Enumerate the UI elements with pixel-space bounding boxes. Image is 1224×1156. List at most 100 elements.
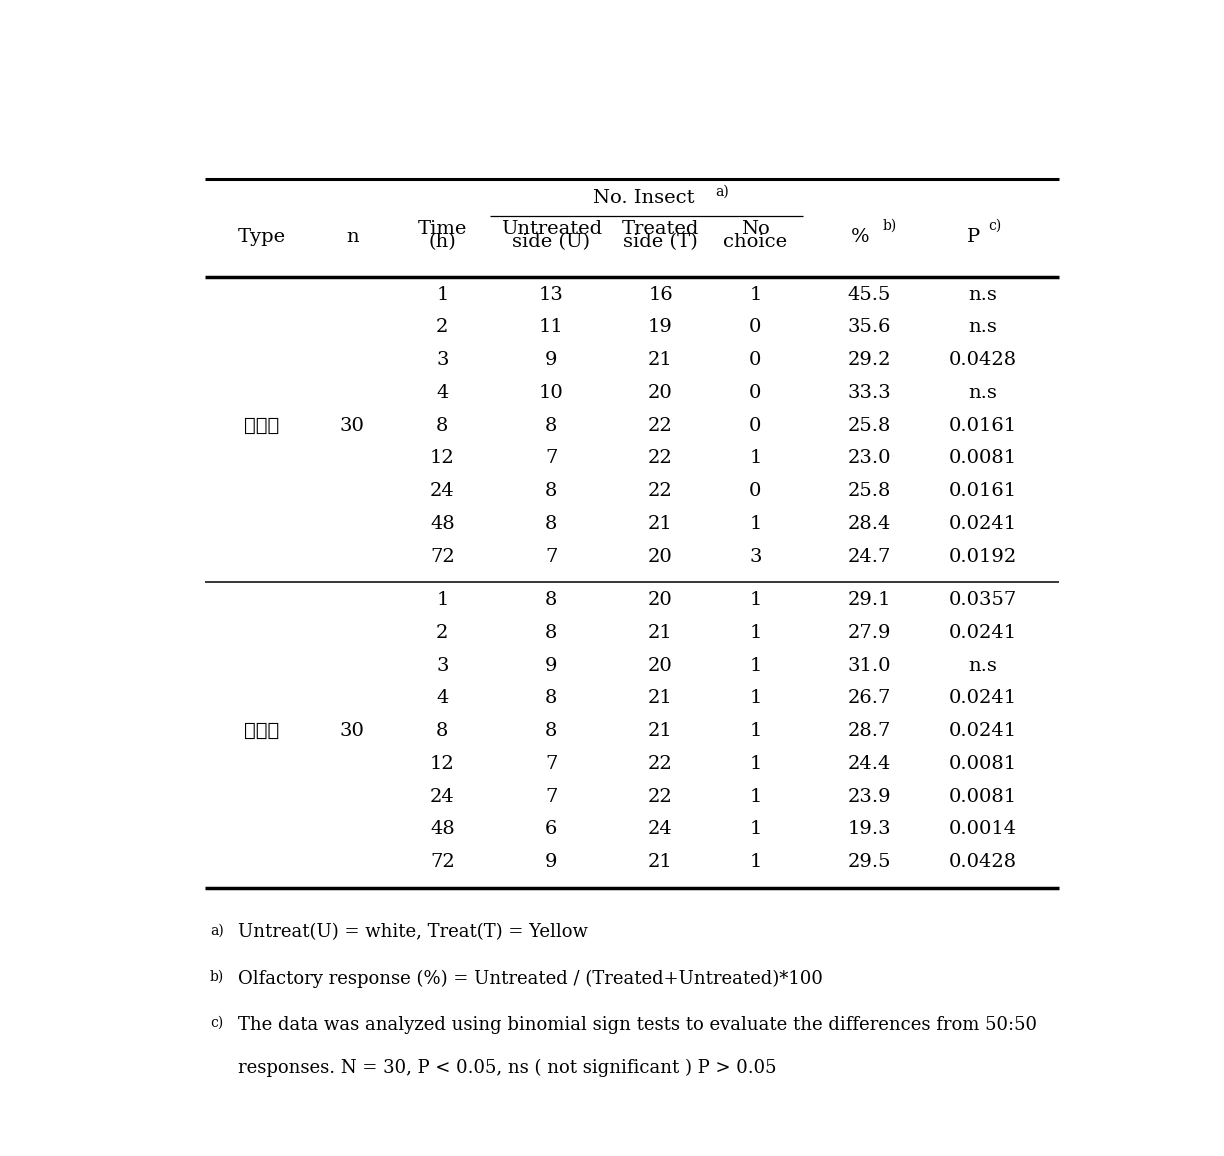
Text: The data was analyzed using binomial sign tests to evaluate the differences from: The data was analyzed using binomial sig…	[239, 1016, 1038, 1033]
Text: 48: 48	[430, 516, 454, 533]
Text: Olfactory response (%) = Untreated / (Treated+Untreated)*100: Olfactory response (%) = Untreated / (Tr…	[239, 970, 824, 988]
Text: 8: 8	[436, 722, 448, 740]
Text: 24: 24	[649, 821, 673, 838]
Text: 4: 4	[436, 689, 448, 707]
Text: 1: 1	[436, 591, 448, 609]
Text: Treated: Treated	[622, 220, 699, 238]
Text: 0.0357: 0.0357	[949, 591, 1017, 609]
Text: Type: Type	[237, 228, 286, 245]
Text: 20: 20	[649, 591, 673, 609]
Text: b): b)	[211, 970, 224, 984]
Text: 4: 4	[436, 384, 448, 402]
Text: 16: 16	[649, 286, 673, 304]
Text: 9: 9	[545, 351, 558, 369]
Text: 8: 8	[545, 689, 558, 707]
Text: 0.0241: 0.0241	[949, 624, 1017, 642]
Text: 3: 3	[436, 657, 448, 675]
Text: 0.0241: 0.0241	[949, 516, 1017, 533]
Text: 9: 9	[545, 657, 558, 675]
Text: 30: 30	[340, 416, 365, 435]
Text: 24.4: 24.4	[847, 755, 891, 773]
Text: choice: choice	[723, 234, 787, 251]
Text: 29.5: 29.5	[847, 853, 891, 872]
Text: a): a)	[211, 924, 224, 938]
Text: 0.0428: 0.0428	[949, 351, 1017, 369]
Text: 0.0161: 0.0161	[949, 416, 1017, 435]
Text: 1: 1	[749, 657, 761, 675]
Text: side (U): side (U)	[513, 234, 590, 251]
Text: n.s: n.s	[968, 657, 998, 675]
Text: 2: 2	[436, 624, 448, 642]
Text: 33.3: 33.3	[847, 384, 891, 402]
Text: 30: 30	[340, 722, 365, 740]
Text: 72: 72	[430, 548, 454, 565]
Text: 1: 1	[749, 516, 761, 533]
Text: 0.0241: 0.0241	[949, 689, 1017, 707]
Text: 20: 20	[649, 657, 673, 675]
Text: n.s: n.s	[968, 318, 998, 336]
Text: 11: 11	[539, 318, 564, 336]
Text: 21: 21	[649, 853, 673, 872]
Text: 1: 1	[749, 286, 761, 304]
Text: n.s: n.s	[968, 384, 998, 402]
Text: 23.0: 23.0	[847, 450, 891, 467]
Text: 27.9: 27.9	[847, 624, 891, 642]
Text: 1: 1	[749, 821, 761, 838]
Text: 1: 1	[749, 591, 761, 609]
Text: 7: 7	[545, 755, 558, 773]
Text: 부직포: 부직포	[245, 722, 280, 740]
Text: 1: 1	[749, 450, 761, 467]
Text: 23.9: 23.9	[847, 787, 891, 806]
Text: n: n	[346, 228, 359, 245]
Text: 35.6: 35.6	[847, 318, 891, 336]
Text: 21: 21	[649, 722, 673, 740]
Text: 22: 22	[649, 416, 673, 435]
Text: 31.0: 31.0	[847, 657, 891, 675]
Text: 12: 12	[430, 450, 454, 467]
Text: 3: 3	[749, 548, 761, 565]
Text: Time: Time	[417, 220, 468, 238]
Text: 19.3: 19.3	[847, 821, 891, 838]
Text: 0.0081: 0.0081	[949, 450, 1017, 467]
Text: 20: 20	[649, 548, 673, 565]
Text: 9: 9	[545, 853, 558, 872]
Text: side (T): side (T)	[623, 234, 698, 251]
Text: No: No	[741, 220, 770, 238]
Text: 7: 7	[545, 787, 558, 806]
Text: 8: 8	[545, 591, 558, 609]
Text: 탄트지: 탄트지	[245, 416, 280, 435]
Text: 0: 0	[749, 482, 761, 501]
Text: b): b)	[883, 218, 897, 234]
Text: 21: 21	[649, 351, 673, 369]
Text: 26.7: 26.7	[847, 689, 891, 707]
Text: 25.8: 25.8	[847, 416, 891, 435]
Text: 0.0192: 0.0192	[949, 548, 1017, 565]
Text: 7: 7	[545, 450, 558, 467]
Text: 7: 7	[545, 548, 558, 565]
Text: 0.0161: 0.0161	[949, 482, 1017, 501]
Text: 22: 22	[649, 787, 673, 806]
Text: a): a)	[715, 184, 728, 198]
Text: 8: 8	[545, 416, 558, 435]
Text: Untreat(U) = white, Treat(T) = Yellow: Untreat(U) = white, Treat(T) = Yellow	[239, 924, 589, 941]
Text: %: %	[851, 228, 869, 245]
Text: Untreated: Untreated	[501, 220, 602, 238]
Text: 8: 8	[436, 416, 448, 435]
Text: 21: 21	[649, 516, 673, 533]
Text: 29.1: 29.1	[847, 591, 891, 609]
Text: 45.5: 45.5	[847, 286, 891, 304]
Text: 28.7: 28.7	[847, 722, 891, 740]
Text: 10: 10	[539, 384, 564, 402]
Text: P: P	[967, 228, 980, 245]
Text: responses. N = 30, P < 0.05, ns ( not significant ) P > 0.05: responses. N = 30, P < 0.05, ns ( not si…	[239, 1059, 777, 1077]
Text: 28.4: 28.4	[847, 516, 891, 533]
Text: 8: 8	[545, 516, 558, 533]
Text: 21: 21	[649, 624, 673, 642]
Text: 6: 6	[545, 821, 558, 838]
Text: 1: 1	[436, 286, 448, 304]
Text: 8: 8	[545, 722, 558, 740]
Text: 1: 1	[749, 755, 761, 773]
Text: n.s: n.s	[968, 286, 998, 304]
Text: 29.2: 29.2	[847, 351, 891, 369]
Text: 12: 12	[430, 755, 454, 773]
